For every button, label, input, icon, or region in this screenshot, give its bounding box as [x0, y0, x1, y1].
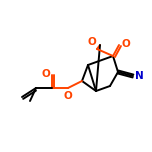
Text: O: O [41, 69, 50, 79]
Text: O: O [121, 39, 130, 49]
Text: O: O [87, 37, 96, 47]
Text: O: O [64, 91, 72, 101]
Text: N: N [135, 71, 144, 81]
